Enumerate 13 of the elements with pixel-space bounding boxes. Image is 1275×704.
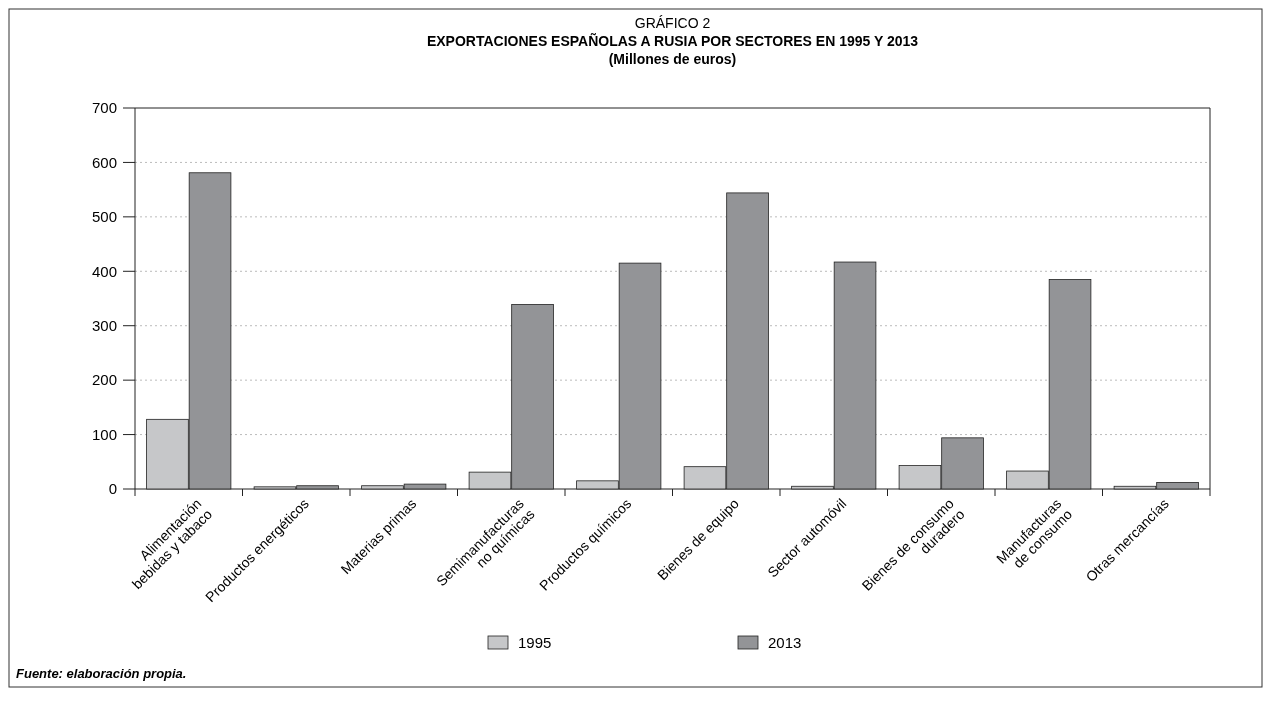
legend-label: 1995: [518, 634, 552, 652]
y-tick-label: 500: [91, 208, 117, 226]
y-tick-label: 100: [91, 425, 117, 443]
chart-subtitle: EXPORTACIONES ESPAÑOLAS A RUSIA POR SECTORES EN 1995 Y 2013 (Millones de euros): [426, 32, 919, 67]
source-note: Fuente: elaboración propia.: [16, 666, 187, 681]
chart-title: GRÁFICO 2: [634, 15, 711, 31]
y-tick-label: 200: [91, 371, 117, 389]
y-tick-label: 700: [91, 99, 117, 117]
y-tick-label: 300: [91, 316, 117, 334]
y-tick-label: 0: [108, 480, 117, 498]
y-tick-label: 600: [91, 153, 117, 171]
legend-label: 2013: [768, 634, 802, 652]
y-tick-label: 400: [91, 262, 117, 280]
